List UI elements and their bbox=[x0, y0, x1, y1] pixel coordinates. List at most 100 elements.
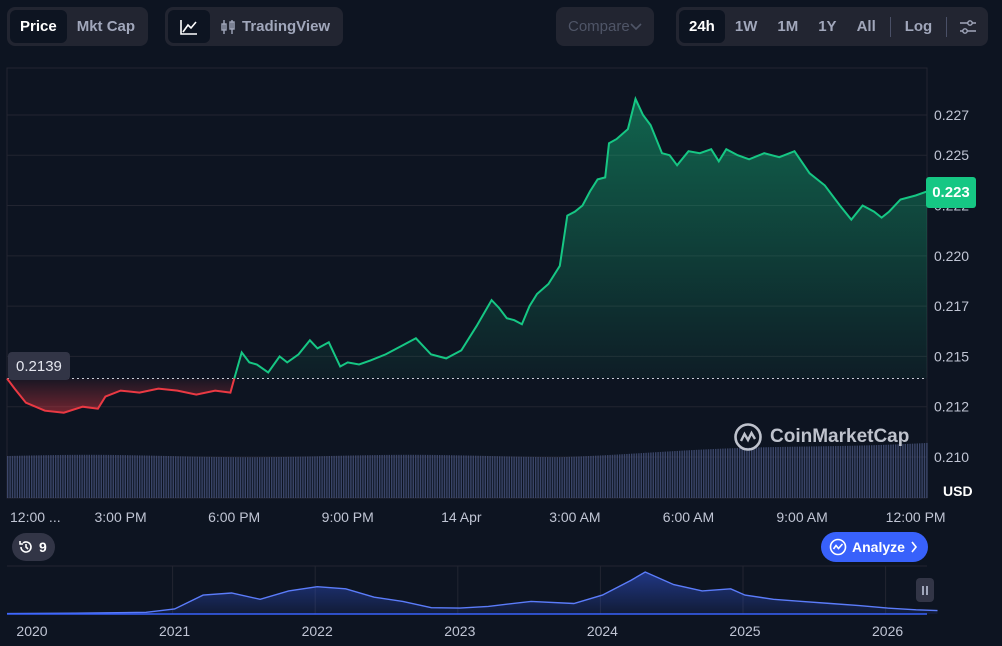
volume-bar bbox=[155, 455, 158, 498]
volume-bar bbox=[275, 457, 278, 498]
volume-bar bbox=[79, 454, 81, 498]
analyze-button[interactable]: Analyze bbox=[821, 532, 928, 562]
volume-bar bbox=[595, 455, 597, 498]
x-tick-label: 3:00 PM bbox=[95, 509, 147, 525]
volume-bar bbox=[441, 455, 443, 498]
volume-bar bbox=[223, 457, 225, 498]
volume-bar bbox=[81, 454, 83, 498]
volume-bar bbox=[808, 446, 810, 498]
volume-bar bbox=[686, 450, 688, 498]
volume-bar bbox=[763, 447, 765, 498]
volume-bar bbox=[791, 446, 794, 498]
line-chart-icon bbox=[180, 19, 198, 35]
volume-bar bbox=[664, 451, 666, 498]
volume-bar bbox=[451, 455, 453, 498]
volume-bar bbox=[203, 456, 206, 498]
volume-bar bbox=[638, 453, 640, 498]
volume-bar bbox=[64, 454, 66, 498]
volume-bar bbox=[765, 447, 767, 498]
current-price-badge: 0.223 bbox=[926, 177, 976, 208]
volume-bar bbox=[832, 446, 834, 498]
volume-bar bbox=[328, 455, 330, 498]
volume-bar bbox=[170, 456, 172, 498]
overview-line bbox=[6, 571, 938, 615]
volume-bar bbox=[67, 454, 69, 498]
range-1w[interactable]: 1W bbox=[734, 18, 758, 35]
volume-bar bbox=[424, 454, 426, 498]
tab-price[interactable]: Price bbox=[10, 10, 67, 43]
volume-bar bbox=[844, 445, 846, 498]
overview-handle[interactable] bbox=[916, 578, 934, 602]
volume-bar bbox=[715, 448, 717, 498]
volume-bar bbox=[249, 457, 251, 498]
volume-bar bbox=[369, 455, 371, 498]
volume-bar bbox=[885, 444, 887, 498]
range-1y[interactable]: 1Y bbox=[818, 18, 837, 35]
volume-bar bbox=[599, 455, 602, 498]
volume-bar bbox=[919, 443, 921, 498]
volume-bar bbox=[859, 445, 861, 498]
volume-bar bbox=[407, 454, 410, 498]
volume-bar bbox=[326, 456, 328, 498]
volume-bar bbox=[482, 455, 484, 498]
volume-bar bbox=[585, 456, 587, 498]
volume-bar bbox=[148, 455, 150, 498]
volume-bar bbox=[650, 452, 652, 498]
volume-bar bbox=[422, 454, 424, 498]
tradingview-button[interactable]: TradingView bbox=[210, 10, 340, 43]
volume-bar bbox=[667, 451, 669, 498]
volume-bar bbox=[112, 454, 114, 498]
y-tick-label: 0.220 bbox=[934, 248, 969, 264]
compare-dropdown[interactable]: Compare bbox=[556, 7, 654, 46]
volume-bar bbox=[926, 442, 928, 498]
settings-button[interactable] bbox=[951, 10, 985, 43]
volume-bar bbox=[743, 447, 746, 498]
overview-x-axis: 2020 2021 2022 2023 2024 2025 2026 bbox=[16, 623, 903, 639]
volume-bar bbox=[283, 456, 285, 498]
range-1m[interactable]: 1M bbox=[777, 18, 799, 35]
y-tick-label: 0.212 bbox=[934, 399, 969, 415]
log-toggle[interactable]: Log bbox=[904, 18, 933, 35]
volume-bar bbox=[355, 455, 357, 498]
tab-mkt-cap[interactable]: Mkt Cap bbox=[76, 18, 136, 35]
volume-bar bbox=[419, 454, 422, 498]
volume-bar bbox=[201, 456, 203, 498]
volume-bar bbox=[597, 455, 599, 498]
volume-bar bbox=[914, 443, 916, 498]
coinmarketcap-logo-icon bbox=[733, 422, 763, 452]
events-button[interactable]: 9 bbox=[12, 533, 55, 561]
x-tick-label: 9:00 AM bbox=[776, 509, 827, 525]
range-all[interactable]: All bbox=[856, 18, 876, 35]
volume-bar bbox=[14, 455, 16, 498]
volume-bar bbox=[105, 454, 107, 498]
volume-bar bbox=[143, 455, 146, 498]
volume-bar bbox=[542, 457, 544, 498]
volume-bar bbox=[871, 445, 873, 498]
volume-bar bbox=[91, 454, 93, 498]
volume-bar bbox=[803, 446, 806, 498]
x-tick-label: 6:00 AM bbox=[663, 509, 714, 525]
volume-bar bbox=[199, 456, 201, 498]
volume-bar bbox=[350, 455, 352, 498]
volume-bar bbox=[921, 443, 923, 498]
volume-bar bbox=[784, 446, 786, 498]
volume-bar bbox=[818, 446, 820, 498]
volume-bar bbox=[839, 445, 842, 498]
range-24h[interactable]: 24h bbox=[679, 10, 725, 43]
volume-bar bbox=[787, 446, 789, 498]
currency-label: USD bbox=[943, 483, 973, 499]
volume-bar bbox=[304, 456, 306, 498]
volume-bar bbox=[251, 457, 254, 498]
line-chart-button[interactable] bbox=[168, 10, 210, 43]
volume-bar bbox=[321, 456, 323, 498]
volume-bar bbox=[731, 448, 734, 498]
volume-bar bbox=[559, 457, 561, 498]
volume-bar bbox=[575, 456, 578, 498]
volume-bar bbox=[371, 455, 374, 498]
overview-tick-label: 2023 bbox=[444, 623, 475, 639]
volume-bar bbox=[26, 455, 28, 498]
overview-chart[interactable] bbox=[6, 565, 938, 615]
volume-bar bbox=[299, 456, 302, 498]
volume-bar bbox=[523, 456, 525, 498]
